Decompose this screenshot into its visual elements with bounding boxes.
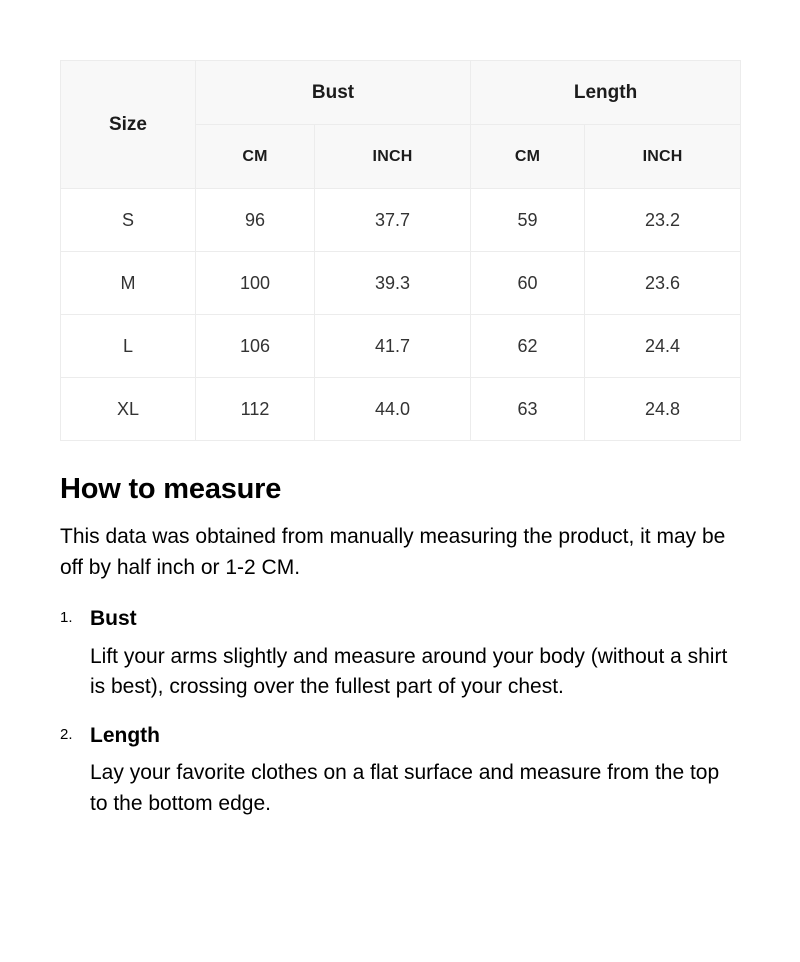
cell-bust-cm: 96 (195, 188, 315, 252)
cell-length-inch: 24.8 (584, 377, 742, 441)
cell-bust-cm: 112 (195, 377, 315, 441)
list-item-marker: 1. (60, 609, 73, 627)
cell-bust-cm: 100 (195, 251, 315, 315)
cell-bust-inch: 37.7 (313, 188, 472, 252)
cell-length-cm: 59 (470, 188, 586, 252)
cell-size: M (60, 251, 196, 315)
column-group-header-length: Length (470, 60, 742, 125)
section-intro-text: This data was obtained from manually mea… (60, 525, 726, 579)
size-chart-container: Size Bust Length CM INCH CM INCH S 96 37… (60, 60, 742, 441)
cell-bust-cm: 106 (195, 314, 315, 378)
table-row: M 100 39.3 60 23.6 (60, 251, 742, 315)
cell-bust-inch: 41.7 (313, 314, 472, 378)
cell-size: S (60, 188, 196, 252)
table-body: S 96 37.7 59 23.2 M 100 39.3 60 23.6 L 1… (60, 188, 742, 441)
table-header: Size Bust Length CM INCH CM INCH (60, 60, 742, 189)
list-item-title: Bust (90, 607, 137, 631)
list-item-body: Lay your favorite clothes on a flat surf… (90, 761, 720, 815)
cell-size: XL (60, 377, 196, 441)
table-row: S 96 37.7 59 23.2 (60, 188, 742, 252)
column-header-bust-cm: CM (195, 124, 315, 189)
list-item-title: Length (90, 724, 160, 748)
table-header-row-units: CM INCH CM INCH (61, 124, 742, 189)
measure-instructions-list: 1. Bust Lift your arms slightly and meas… (60, 605, 750, 819)
column-header-size: Size (60, 60, 196, 189)
cell-length-inch: 24.4 (584, 314, 742, 378)
section-title: How to measure (60, 473, 282, 505)
cell-length-inch: 23.2 (584, 188, 742, 252)
list-item-marker: 2. (60, 726, 73, 744)
cell-bust-inch: 39.3 (313, 251, 472, 315)
table-row: XL 112 44.0 63 24.8 (60, 377, 742, 441)
cell-size: L (60, 314, 196, 378)
table-header-row-groups: Size Bust Length (60, 60, 742, 189)
list-item: 2. Length Lay your favorite clothes on a… (60, 722, 750, 819)
list-item: 1. Bust Lift your arms slightly and meas… (60, 605, 750, 702)
cell-length-cm: 63 (470, 377, 586, 441)
column-header-bust-inch: INCH (313, 124, 472, 189)
cell-length-cm: 60 (470, 251, 586, 315)
table-row: L 106 41.7 62 24.4 (60, 314, 742, 378)
list-item-body: Lift your arms slightly and measure arou… (90, 644, 728, 698)
cell-bust-inch: 44.0 (313, 377, 472, 441)
column-group-header-bust: Bust (194, 60, 472, 125)
column-header-length-cm: CM (470, 124, 586, 189)
cell-length-inch: 23.6 (584, 251, 742, 315)
how-to-measure-section: How to measure This data was obtained fr… (60, 473, 750, 819)
column-header-length-inch: INCH (584, 124, 742, 189)
cell-length-cm: 62 (470, 314, 586, 378)
size-chart-table: Size Bust Length CM INCH CM INCH S 96 37… (60, 60, 742, 441)
